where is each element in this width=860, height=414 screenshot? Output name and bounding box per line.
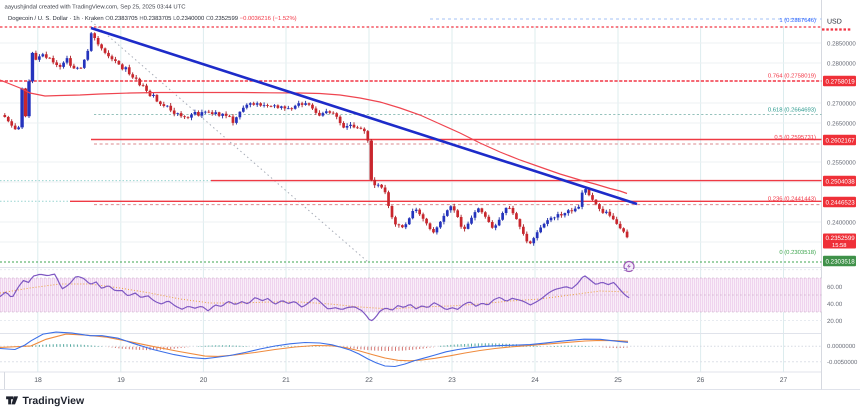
svg-text:0.2550000: 0.2550000: [827, 159, 856, 166]
svg-text:24: 24: [531, 377, 539, 384]
svg-text:0.2850000: 0.2850000: [827, 40, 856, 47]
svg-text:0.2352599: 0.2352599: [826, 235, 856, 242]
svg-text:0.2800000: 0.2800000: [827, 60, 856, 67]
svg-text:0.0000000: 0.0000000: [827, 343, 856, 350]
svg-text:Dogecoin / U. S. Dollar · 1h ·: Dogecoin / U. S. Dollar · 1h · Kraken O0…: [8, 15, 297, 22]
svg-text:27: 27: [780, 377, 788, 384]
svg-text:1 (0.2887646): 1 (0.2887646): [779, 17, 816, 24]
svg-text:0.2504038: 0.2504038: [826, 178, 856, 185]
svg-text:TradingView: TradingView: [23, 395, 85, 407]
svg-text:20: 20: [200, 377, 208, 384]
svg-text:0 (0.2303518): 0 (0.2303518): [779, 249, 816, 256]
svg-text:19: 19: [117, 377, 125, 384]
svg-text:0.2446523: 0.2446523: [826, 199, 856, 206]
svg-text:40.00: 40.00: [827, 301, 843, 308]
svg-text:0.2650000: 0.2650000: [827, 120, 856, 127]
svg-text:0.2700000: 0.2700000: [827, 100, 856, 107]
svg-text:0.236 (0.2441443): 0.236 (0.2441443): [768, 196, 816, 203]
svg-text:26: 26: [697, 377, 705, 384]
svg-text:0.2400000: 0.2400000: [827, 219, 856, 226]
svg-text:0.764 (0.2758019): 0.764 (0.2758019): [768, 73, 816, 80]
svg-text:20.00: 20.00: [827, 318, 843, 325]
svg-text:60.00: 60.00: [827, 284, 843, 291]
svg-text:18: 18: [34, 377, 42, 384]
svg-text:25: 25: [614, 377, 622, 384]
svg-text:USD: USD: [827, 19, 842, 26]
svg-text:0.2303518: 0.2303518: [826, 258, 856, 265]
svg-text:21: 21: [282, 377, 290, 384]
svg-text:15:58: 15:58: [832, 242, 847, 249]
svg-text:0.5 (0.2595731): 0.5 (0.2595731): [774, 134, 816, 141]
svg-text:0.2602167: 0.2602167: [826, 137, 856, 144]
svg-text:-0.0050000: -0.0050000: [827, 359, 858, 366]
svg-text:22: 22: [365, 377, 373, 384]
svg-text:aayushjindal created with Trad: aayushjindal created with TradingView.co…: [5, 4, 187, 11]
svg-text:23: 23: [448, 377, 456, 384]
svg-text:0.2758019: 0.2758019: [826, 78, 856, 85]
svg-text:0.618 (0.2664693): 0.618 (0.2664693): [768, 107, 816, 114]
